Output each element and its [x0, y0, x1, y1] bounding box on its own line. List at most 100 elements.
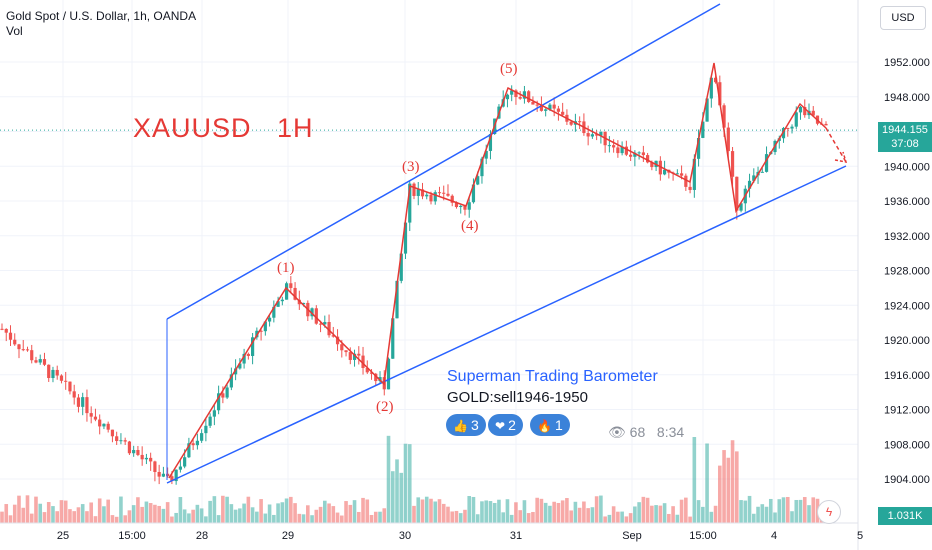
- x-tick-label: 31: [509, 530, 523, 542]
- y-tick-label: 1920.000: [884, 335, 930, 347]
- volume-bar: [106, 499, 110, 523]
- volume-bar: [807, 505, 811, 523]
- channel-upper-line: [166, 3, 721, 320]
- x-tick-label: Sep: [622, 530, 642, 542]
- volume-bar: [204, 516, 208, 523]
- candle-body: [102, 423, 106, 427]
- candle-body: [106, 423, 110, 430]
- candle-body: [119, 440, 123, 442]
- volume-bar: [123, 515, 127, 523]
- volume-bar: [365, 499, 370, 523]
- candle-body: [437, 192, 442, 194]
- candle-body: [250, 337, 255, 356]
- volume-bar: [178, 497, 183, 523]
- reaction-fire[interactable]: 🔥 1: [530, 414, 570, 436]
- volume-bar: [637, 502, 641, 523]
- volume-bar: [582, 501, 586, 523]
- candle-body: [225, 387, 229, 398]
- candle-body: [794, 112, 798, 127]
- candle-body: [110, 429, 115, 437]
- candle-body: [8, 332, 13, 340]
- candle-body: [556, 108, 561, 112]
- volume-bar: [802, 497, 807, 523]
- candle-body: [633, 152, 637, 157]
- annotation-title-text: XAUUSD 1H: [133, 113, 314, 143]
- candle-body: [535, 104, 539, 106]
- volume-bar: [662, 503, 667, 523]
- volume-bar: [199, 508, 204, 523]
- volume-bar: [195, 504, 200, 523]
- candle-body: [310, 308, 314, 317]
- volume-bar: [55, 511, 60, 523]
- reaction-thumbs-up[interactable]: 👍 3: [446, 414, 486, 436]
- volume-bar: [289, 496, 293, 523]
- candle-body: [467, 202, 471, 210]
- candle-body: [586, 133, 590, 137]
- candle-body: [599, 131, 603, 136]
- candle-body: [658, 160, 662, 175]
- volume-bar: [764, 506, 769, 523]
- volume-bar: [386, 435, 391, 523]
- volume-bar: [756, 506, 760, 523]
- candle-body: [403, 222, 408, 254]
- reaction-heart[interactable]: ❤ 2: [488, 414, 523, 436]
- volume-bar: [552, 501, 556, 523]
- candle-body: [484, 150, 488, 159]
- candle-body: [420, 189, 425, 197]
- volume-bar: [306, 505, 310, 523]
- last-price: 1944.155: [882, 124, 928, 136]
- volume-bar: [658, 505, 663, 523]
- candle-body: [514, 90, 518, 98]
- candle-body: [624, 146, 628, 155]
- candle-body: [522, 91, 527, 99]
- lightning-icon[interactable]: ϟ: [817, 500, 841, 524]
- volume-bar: [174, 512, 178, 523]
- candle-body: [781, 127, 786, 139]
- volume-label[interactable]: Vol: [6, 24, 23, 38]
- candle-body: [335, 336, 340, 345]
- volume-bar: [221, 495, 225, 523]
- volume-bar: [599, 495, 603, 523]
- volume-bar: [356, 511, 361, 523]
- volume-bar: [301, 514, 306, 523]
- candle-body: [238, 363, 242, 369]
- candle-body: [391, 318, 395, 359]
- currency-button[interactable]: USD: [880, 6, 926, 30]
- drawings: [166, 3, 848, 484]
- volume-bar: [97, 498, 102, 523]
- candle-body: [38, 359, 42, 363]
- candle-body: [399, 253, 403, 281]
- views-count: 68: [629, 424, 646, 440]
- candle-body: [352, 353, 357, 360]
- volume-bar: [63, 500, 68, 523]
- candle-body: [234, 368, 238, 375]
- candle-body: [433, 192, 437, 202]
- candle-body: [212, 410, 216, 417]
- symbol-title[interactable]: Gold Spot / U.S. Dollar, 1h, OANDA: [6, 9, 197, 23]
- candle-body: [301, 302, 306, 305]
- volume-bar: [280, 502, 285, 523]
- projection-arrowhead: [834, 151, 848, 163]
- candle-body: [607, 145, 611, 147]
- candle-body: [365, 367, 369, 373]
- volume-bar: [114, 516, 119, 523]
- candle-body: [561, 111, 565, 115]
- candle-body: [72, 391, 76, 398]
- volume-bar: [17, 495, 21, 523]
- candle-body: [369, 372, 374, 374]
- candle-body: [735, 176, 739, 211]
- candle-body: [569, 121, 573, 125]
- volume-bar: [492, 502, 497, 523]
- candle-body: [730, 151, 735, 177]
- volume-bar: [42, 512, 47, 523]
- candle-body: [454, 202, 459, 208]
- candle-body: [692, 158, 696, 190]
- candle-body: [590, 134, 594, 137]
- volume-bar: [416, 497, 421, 523]
- volume-bar: [514, 502, 518, 523]
- candle-body: [30, 350, 34, 361]
- candle-body: [527, 91, 531, 102]
- volume-bar: [276, 503, 280, 523]
- candle-body: [284, 283, 289, 300]
